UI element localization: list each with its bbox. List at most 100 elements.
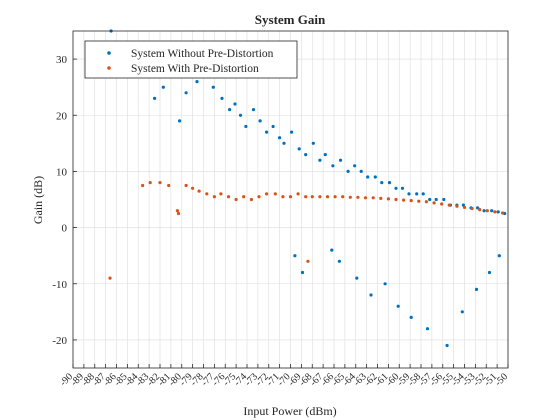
data-point — [462, 205, 467, 209]
legend-label-without-predistortion: System Without Pre-Distortion — [131, 48, 274, 60]
data-point — [297, 147, 301, 151]
data-point — [141, 183, 145, 188]
data-point — [233, 102, 237, 106]
data-point — [158, 181, 162, 185]
data-point — [501, 211, 505, 215]
data-point — [197, 189, 201, 193]
data-point — [394, 186, 398, 190]
data-point — [337, 259, 341, 263]
data-point — [442, 197, 446, 202]
data-point — [153, 96, 157, 100]
data-point — [425, 327, 430, 331]
data-point — [265, 130, 269, 134]
data-point — [258, 119, 262, 123]
data-point — [282, 141, 286, 145]
data-point — [387, 181, 392, 185]
data-point — [383, 282, 387, 286]
data-point — [219, 192, 223, 196]
data-point — [175, 209, 179, 213]
data-point — [244, 124, 248, 129]
data-point — [386, 197, 390, 201]
data-point — [409, 315, 413, 319]
data-point — [251, 108, 256, 112]
data-point — [400, 186, 405, 190]
data-point — [421, 192, 425, 196]
data-point — [330, 248, 334, 252]
data-point — [493, 210, 497, 214]
y-tick-label: 0 — [62, 223, 68, 235]
data-point — [363, 196, 368, 200]
data-point — [323, 153, 327, 157]
data-point — [148, 181, 152, 185]
data-point — [497, 254, 501, 258]
data-point — [482, 209, 486, 213]
data-point — [366, 175, 370, 179]
data-point — [409, 199, 413, 203]
data-point — [380, 181, 384, 185]
data-point — [311, 141, 315, 145]
data-point — [191, 186, 195, 190]
data-point — [296, 192, 300, 196]
legend-box — [84, 40, 298, 79]
y-tick-label: -20 — [52, 335, 67, 347]
data-point — [249, 197, 253, 202]
data-point — [293, 254, 297, 258]
data-point — [234, 197, 238, 202]
data-point — [304, 195, 308, 199]
data-point — [394, 197, 398, 202]
data-point — [455, 204, 459, 208]
data-point — [195, 80, 199, 84]
data-point — [271, 124, 275, 129]
data-point — [220, 96, 224, 100]
data-point — [318, 158, 322, 162]
data-point — [333, 195, 337, 199]
data-point — [432, 201, 436, 205]
data-point — [176, 211, 181, 216]
data-point — [407, 192, 411, 196]
data-point — [402, 198, 406, 202]
data-point — [306, 259, 310, 263]
data-point — [211, 85, 215, 89]
legend-marker-with-predistortion — [107, 66, 111, 70]
data-point — [278, 136, 282, 140]
y-tick-label: -10 — [52, 279, 67, 291]
y-axis-label: Gain (dB) — [31, 176, 45, 224]
data-point — [242, 195, 246, 199]
data-point — [353, 164, 357, 168]
data-point — [290, 130, 294, 134]
data-point — [226, 195, 231, 199]
data-point — [205, 192, 209, 196]
data-point — [288, 195, 293, 199]
data-point — [338, 158, 343, 162]
data-point — [265, 192, 269, 196]
data-point — [331, 164, 335, 168]
data-point — [460, 310, 464, 314]
plot-area: -90-89-88-87-86-85-84-83-82-81-80-79-78-… — [52, 29, 510, 389]
data-point — [238, 113, 243, 117]
data-point — [108, 276, 112, 280]
data-point — [470, 206, 474, 211]
x-axis-label: Input Power (dBm) — [243, 404, 336, 418]
data-point — [371, 196, 375, 200]
y-tick-label: 30 — [56, 54, 68, 66]
data-point — [415, 192, 419, 196]
series-layer — [108, 29, 507, 348]
data-point — [281, 195, 285, 199]
data-point — [257, 195, 261, 199]
data-point — [496, 210, 500, 214]
data-point — [359, 169, 363, 173]
data-point — [212, 195, 216, 199]
data-point — [434, 197, 438, 202]
data-point — [341, 195, 345, 199]
data-point — [184, 183, 188, 188]
data-point — [373, 175, 377, 179]
chart-title: System Gain — [255, 12, 326, 27]
data-point — [318, 195, 322, 199]
y-tick-label: 10 — [56, 166, 68, 178]
data-point — [228, 108, 232, 112]
data-point — [424, 200, 428, 204]
data-point — [369, 293, 373, 297]
legend-label-with-predistortion: System With Pre-Distortion — [131, 63, 259, 75]
data-point — [300, 270, 305, 275]
